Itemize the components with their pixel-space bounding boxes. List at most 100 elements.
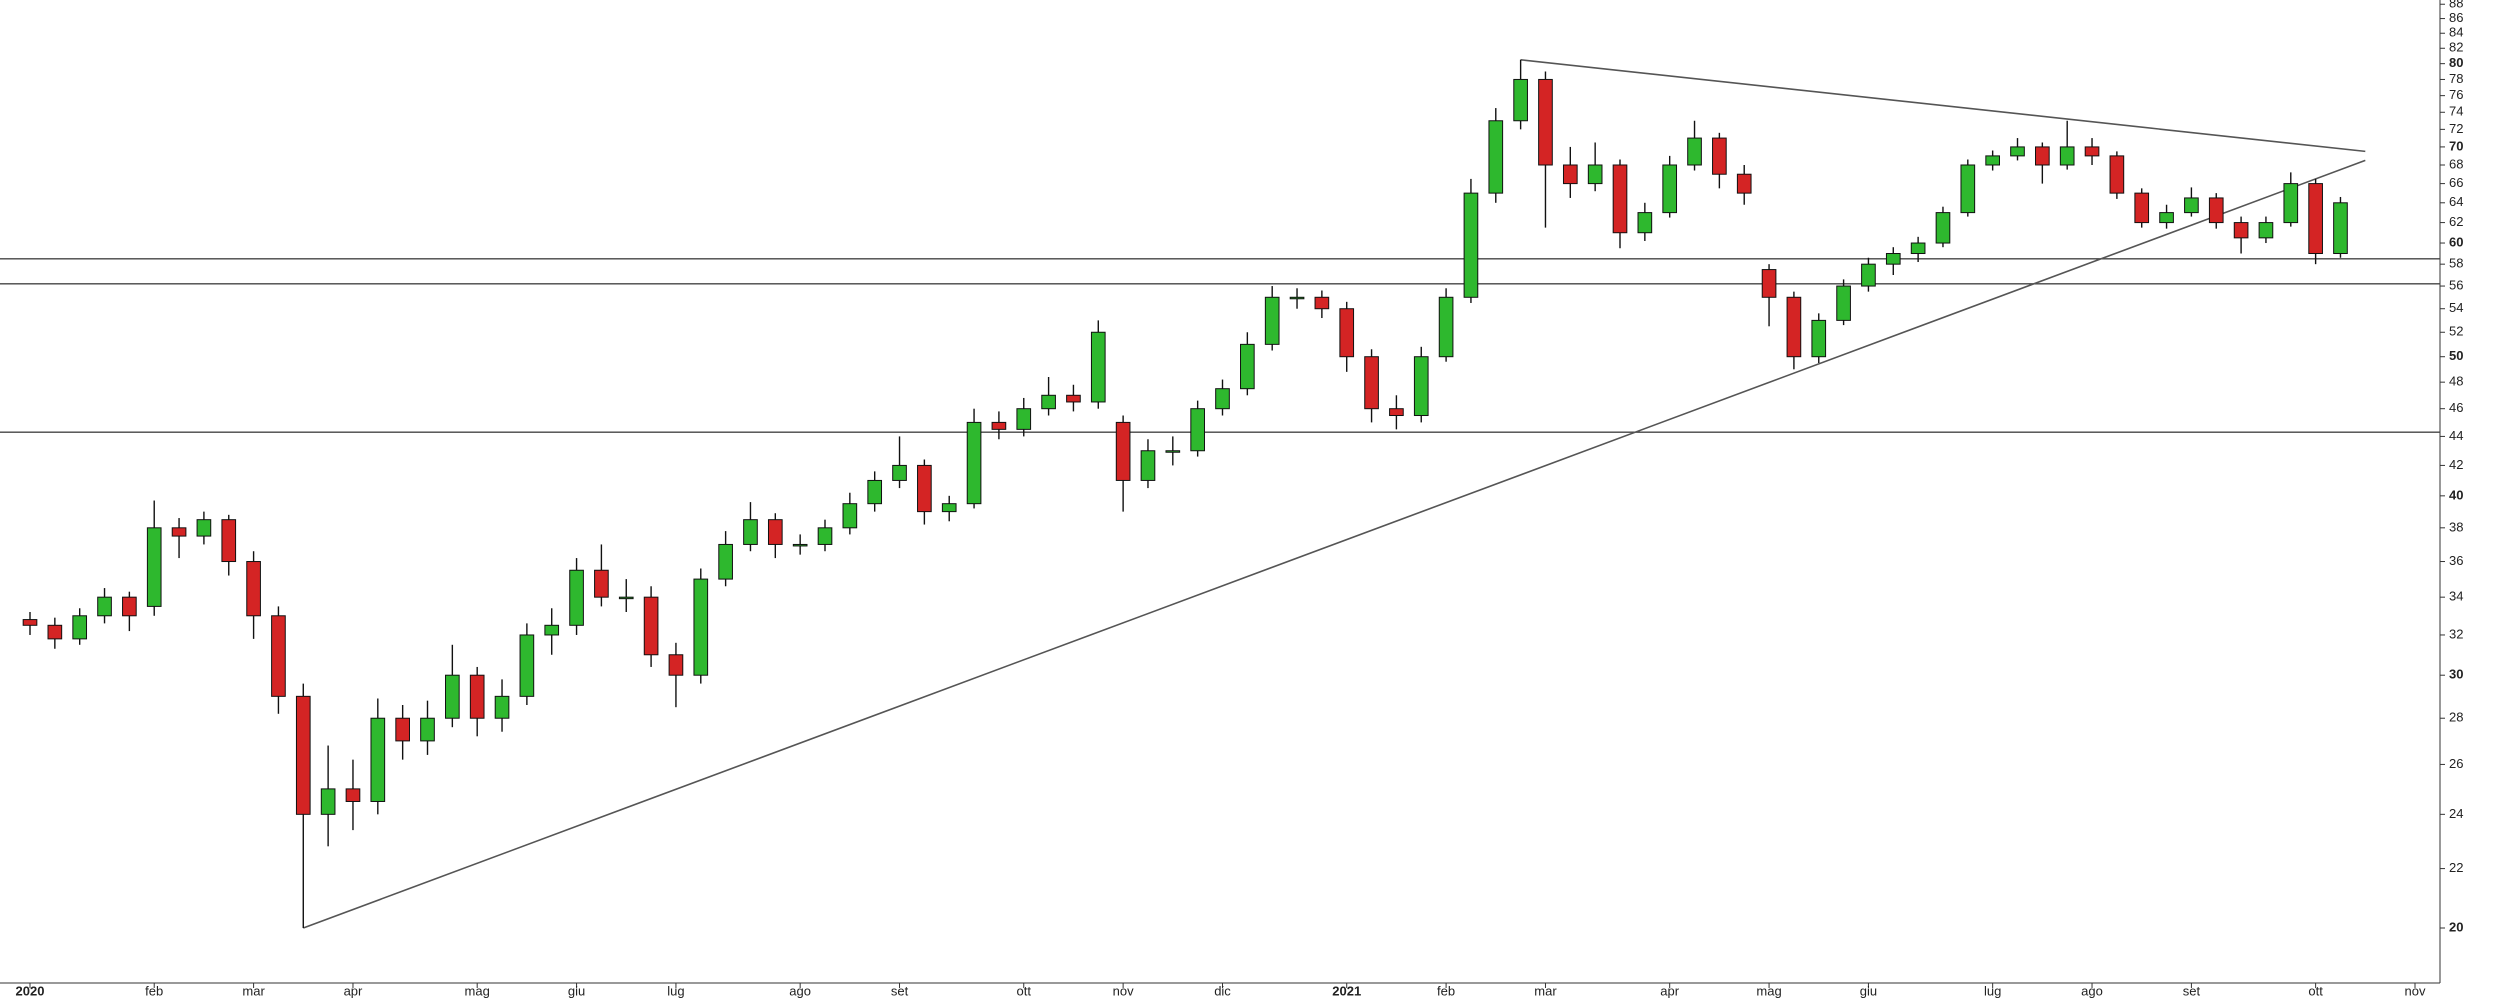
x-tick-label: lug	[1984, 983, 2001, 998]
candle-body	[767, 519, 783, 545]
candle-body	[2159, 212, 2174, 224]
x-tick-label: set	[2183, 983, 2201, 998]
y-tick-label: 50	[2449, 348, 2463, 363]
candle-body	[469, 674, 485, 719]
x-tick-label: feb	[1437, 983, 1455, 998]
candle-body	[1140, 450, 1156, 481]
y-tick-label: 20	[2449, 919, 2463, 934]
y-tick-label: 42	[2449, 457, 2463, 472]
y-tick-label: 82	[2449, 40, 2463, 55]
y-tick-label: 30	[2449, 667, 2463, 682]
candle-body	[693, 578, 709, 676]
candle-body	[246, 561, 261, 617]
x-tick-label: giu	[1860, 983, 1877, 998]
y-tick-label: 52	[2449, 324, 2463, 339]
candle-body	[2258, 222, 2274, 239]
y-tick-label: 40	[2449, 487, 2463, 502]
candle-body	[1587, 164, 1603, 185]
x-tick-label: 2020	[16, 983, 45, 998]
candle-body	[743, 519, 758, 545]
x-tick-label: ott	[1017, 983, 1032, 998]
y-tick-label: 60	[2449, 234, 2463, 249]
y-tick-label: 78	[2449, 71, 2463, 86]
candle-body	[47, 624, 63, 640]
y-tick-label: 44	[2449, 428, 2463, 443]
x-tick-label: ago	[2081, 983, 2103, 998]
candle-body	[1339, 308, 1355, 358]
candle-body	[494, 695, 510, 719]
y-tick-label: 36	[2449, 553, 2463, 568]
candle-body	[171, 527, 187, 537]
candle-body	[594, 569, 609, 598]
y-tick-label: 32	[2449, 626, 2463, 641]
candle-body	[917, 464, 932, 513]
candle-body	[569, 569, 584, 626]
candle-body	[2134, 192, 2150, 224]
candle-body	[892, 464, 907, 481]
candle-body	[1165, 450, 1181, 453]
x-tick-label: ott	[2308, 983, 2323, 998]
candle-body	[1115, 421, 1131, 481]
candle-body	[842, 503, 858, 529]
candle-body	[544, 624, 560, 636]
candle-body	[1910, 242, 1926, 255]
candle-body	[1761, 269, 1777, 298]
candle-body	[2208, 197, 2224, 224]
candle-body	[718, 543, 733, 580]
candle-body	[1289, 296, 1305, 300]
x-tick-label: feb	[145, 983, 163, 998]
candle-body	[122, 596, 137, 617]
y-tick-label: 56	[2449, 277, 2463, 292]
candle-body	[618, 596, 634, 600]
y-tick-label: 26	[2449, 756, 2463, 771]
x-tick-label: ago	[789, 983, 811, 998]
candle-body	[395, 717, 410, 742]
y-tick-label: 22	[2449, 860, 2463, 875]
candle-body	[1314, 296, 1330, 310]
y-tick-label: 86	[2449, 10, 2463, 25]
candle-body	[1016, 408, 1032, 430]
y-tick-label: 66	[2449, 175, 2463, 190]
y-tick-label: 62	[2449, 214, 2463, 229]
candle-body	[1413, 356, 1429, 417]
y-tick-label: 38	[2449, 519, 2463, 534]
candle-body	[271, 615, 286, 697]
candle-body	[2010, 146, 2025, 157]
y-tick-label: 74	[2449, 104, 2463, 119]
x-tick-label: mag	[465, 983, 490, 998]
candle-body	[2184, 197, 2199, 214]
candle-body	[817, 527, 833, 545]
candle-body	[2333, 202, 2348, 255]
y-tick-label: 88	[2449, 0, 2463, 11]
candle-body	[2084, 146, 2100, 157]
candle-body	[1538, 78, 1553, 166]
candle-body	[1811, 319, 1827, 358]
candle-body	[2035, 146, 2050, 166]
candle-body	[370, 717, 386, 802]
candle-body	[2308, 183, 2323, 255]
x-tick-label: giu	[568, 983, 585, 998]
candle-body	[1438, 296, 1454, 358]
candle-body	[445, 674, 460, 719]
x-tick-label: apr	[344, 983, 363, 998]
candle-body	[941, 503, 957, 513]
trendline	[303, 159, 2366, 929]
candle-body	[320, 788, 336, 815]
candle-body	[1935, 212, 1951, 244]
candle-body	[867, 479, 883, 505]
candle-body	[1736, 173, 1752, 194]
y-tick-label: 46	[2449, 400, 2463, 415]
candle-body	[420, 717, 435, 742]
candle-body	[2059, 146, 2075, 166]
y-tick-label: 34	[2449, 589, 2463, 604]
candle-body	[668, 654, 684, 676]
x-tick-label: 2021	[1332, 983, 1361, 998]
candle-body	[2233, 222, 2249, 239]
candle-body	[991, 421, 1007, 430]
candle-body	[1264, 296, 1280, 345]
x-tick-label: apr	[1660, 983, 1679, 998]
x-tick-label: mar	[1534, 983, 1557, 998]
y-tick-label: 80	[2449, 55, 2463, 70]
y-tick-label: 72	[2449, 121, 2463, 136]
y-tick-label: 84	[2449, 25, 2463, 40]
